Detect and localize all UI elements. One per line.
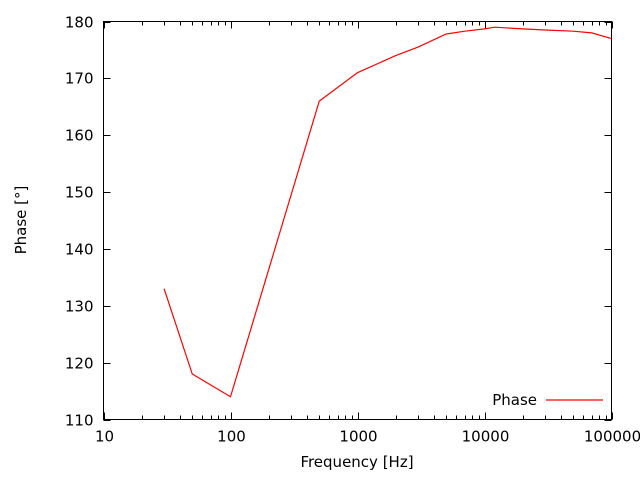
y-tick-label: 120 bbox=[65, 355, 94, 373]
chart-legend: Phase bbox=[492, 391, 603, 409]
x-tick-label: 100 bbox=[217, 428, 246, 446]
y-axis-tick-labels: 110 120 130 140 150 160 170 180 bbox=[65, 14, 94, 430]
x-axis-title: Frequency [Hz] bbox=[300, 453, 413, 471]
series-line-phase bbox=[163, 26, 612, 398]
y-axis-title: Phase [°] bbox=[12, 186, 30, 255]
y-tick-label: 110 bbox=[65, 412, 94, 430]
x-tick-label: 10 bbox=[95, 428, 114, 446]
major-tick-group bbox=[103, 21, 613, 421]
plot-frame-border bbox=[103, 21, 612, 420]
x-axis-tick-labels: 10 100 1000 10000 100000 bbox=[95, 428, 640, 446]
y-tick-label: 170 bbox=[65, 70, 94, 88]
x-tick-label: 1000 bbox=[339, 428, 377, 446]
series-group bbox=[163, 26, 612, 398]
minor-tick-group bbox=[142, 21, 607, 420]
y-tick-label: 160 bbox=[65, 127, 94, 145]
legend-entry-phase-label: Phase bbox=[492, 391, 537, 409]
y-tick-label: 130 bbox=[65, 298, 94, 316]
y-tick-label: 180 bbox=[65, 14, 94, 32]
y-tick-label: 150 bbox=[65, 184, 94, 202]
x-tick-label: 100000 bbox=[584, 428, 640, 446]
y-tick-label: 140 bbox=[65, 241, 94, 259]
x-tick-label: 10000 bbox=[462, 428, 510, 446]
